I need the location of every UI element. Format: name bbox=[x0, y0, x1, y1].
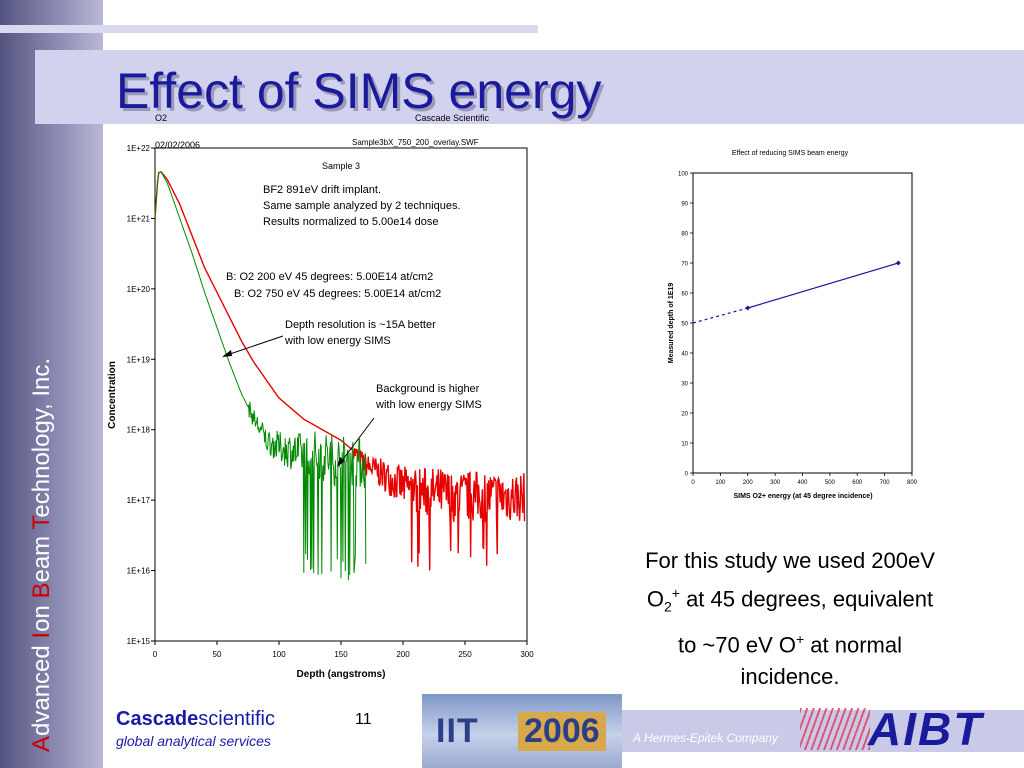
y-tick-label: 1E+16 bbox=[127, 567, 151, 576]
o2-base: O bbox=[646, 586, 664, 612]
y-tick-label: 1E+21 bbox=[127, 214, 151, 223]
title-band bbox=[35, 50, 1024, 124]
study-line-1: For this study we used 200eV bbox=[645, 548, 935, 573]
series-line-200ev bbox=[154, 171, 367, 581]
study-line-3: to ~70 eV O+ at normal bbox=[604, 623, 976, 661]
small-x-tick-label: 700 bbox=[880, 480, 891, 486]
legend-red-series: B: O2 750 eV 45 degrees: 5.00E14 at/cm2 bbox=[234, 288, 441, 300]
header-date: 02/02/2006 bbox=[155, 140, 200, 150]
small-y-tick-label: 20 bbox=[681, 412, 688, 418]
x-tick-label: 100 bbox=[272, 650, 286, 659]
brand-rest: scientific bbox=[198, 708, 275, 730]
series-line-750ev bbox=[154, 171, 526, 571]
x-tick-label: 200 bbox=[396, 650, 410, 659]
small-x-tick-label: 800 bbox=[907, 480, 918, 486]
energy-depth-chart: Effect of reducing SIMS beam energy 0 10 2… bbox=[668, 150, 918, 500]
sims-depth-chart: O2 02/02/2006 Cascade Scientific Sample3… bbox=[107, 113, 534, 680]
x-axis-label: Depth (angstroms) bbox=[297, 669, 386, 680]
iit-2006-logo: IIT 2006 bbox=[422, 694, 622, 768]
page-number: 11 bbox=[355, 711, 372, 728]
small-y-tick-label: 50 bbox=[681, 322, 688, 328]
annotation-background-line1: Background is higher bbox=[376, 383, 480, 395]
top-accent-bar bbox=[0, 25, 538, 33]
y-tick-label: 1E+17 bbox=[127, 496, 151, 505]
aibt-dots-decor bbox=[800, 708, 870, 750]
iit-logo-year: 2006 bbox=[518, 712, 606, 751]
small-x-tick-label: 100 bbox=[715, 480, 726, 486]
study-line-2-rest: at 45 degrees, equivalent bbox=[679, 586, 934, 612]
small-y-tick-label: 0 bbox=[685, 472, 689, 478]
small-y-axis-label: Measured depth of 1E19 bbox=[668, 283, 675, 364]
x-tick-label: 300 bbox=[520, 650, 534, 659]
small-x-axis-label: SIMS O2+ energy (at 45 degree incidence) bbox=[733, 493, 872, 500]
legend-green-series: B: O2 200 eV 45 degrees: 5.00E14 at/cm2 bbox=[226, 271, 433, 283]
data-point-marker bbox=[895, 260, 901, 266]
small-y-tick-label: 60 bbox=[681, 292, 688, 298]
small-y-tick-label: 80 bbox=[681, 232, 688, 238]
small-y-tick-label: 40 bbox=[681, 352, 688, 358]
study-text: For this study we used 200eV O2+ at 45 d… bbox=[604, 545, 976, 693]
arrowhead-depth bbox=[222, 350, 232, 357]
y-axis-label: Concentration bbox=[107, 361, 118, 429]
o-superscript: + bbox=[796, 630, 805, 647]
x-tick-label: 150 bbox=[334, 650, 348, 659]
sidebar-band: Advanced Ion Beam Technology, Inc. bbox=[0, 0, 103, 768]
x-axis-ticks: 0 50 100 150 200 250 300 bbox=[153, 641, 534, 659]
annotation-arrow-depth bbox=[223, 335, 284, 357]
study-line-4: incidence. bbox=[740, 664, 840, 690]
small-y-tick-label: 90 bbox=[681, 202, 688, 208]
annotation-arrow-background bbox=[337, 417, 375, 467]
measured-line bbox=[747, 262, 899, 309]
slide-title: Effect of SIMS energy bbox=[116, 63, 602, 119]
brand-tagline: global analytical services bbox=[116, 733, 271, 749]
note-line-3: Results normalized to 5.00e14 dose bbox=[263, 216, 439, 228]
x-tick-label: 50 bbox=[213, 650, 222, 659]
small-y-tick-label: 10 bbox=[681, 442, 688, 448]
small-x-tick-label: 500 bbox=[825, 480, 836, 486]
o2-subscript: 2 bbox=[663, 598, 672, 615]
small-x-tick-label: 600 bbox=[852, 480, 863, 486]
small-y-tick-label: 100 bbox=[678, 172, 689, 178]
aibt-logo: AIBT bbox=[868, 703, 984, 755]
small-y-axis-ticks: 0 10 20 30 40 50 60 70 80 90 100 bbox=[678, 172, 693, 478]
small-chart-title: Effect of reducing SIMS beam energy bbox=[732, 150, 849, 157]
header-left: O2 bbox=[155, 113, 167, 123]
iit-logo-text: IIT bbox=[436, 712, 479, 750]
series-group bbox=[154, 171, 526, 581]
header-company: Cascade Scientific bbox=[415, 113, 490, 123]
brand-bold: Cascade bbox=[116, 708, 199, 730]
small-x-axis-ticks: 0 100 200 300 400 500 600 700 800 bbox=[691, 473, 918, 486]
brand-logo: Cascadescientific bbox=[116, 708, 275, 731]
study-line-3-post: at normal bbox=[804, 632, 903, 658]
small-x-tick-label: 400 bbox=[797, 480, 808, 486]
arrowhead-background bbox=[337, 457, 345, 467]
plot-title: Sample 3 bbox=[322, 161, 360, 171]
small-x-tick-label: 0 bbox=[691, 480, 695, 486]
small-x-tick-label: 300 bbox=[770, 480, 781, 486]
y-tick-label: 1E+18 bbox=[127, 426, 151, 435]
y-tick-label: 1E+22 bbox=[127, 144, 151, 153]
small-plot-frame bbox=[692, 172, 913, 474]
annotation-background-line2: with low energy SIMS bbox=[375, 399, 482, 411]
y-tick-label: 1E+15 bbox=[127, 637, 151, 646]
y-tick-label: 1E+19 bbox=[127, 355, 151, 364]
x-tick-label: 250 bbox=[458, 650, 472, 659]
o2-superscript: + bbox=[671, 585, 680, 601]
study-line-2: O2+ at 45 degrees, equivalent bbox=[604, 577, 976, 623]
study-line-3-pre: to ~70 eV O bbox=[677, 632, 796, 658]
small-x-tick-label: 200 bbox=[743, 480, 754, 486]
annotation-depth-line2: with low energy SIMS bbox=[284, 335, 391, 347]
annotation-depth-line1: Depth resolution is ~15A better bbox=[285, 319, 436, 331]
small-series-group bbox=[692, 260, 901, 324]
hermes-epitek-text: A Hermes-Epitek Company bbox=[633, 731, 778, 745]
small-y-tick-label: 30 bbox=[681, 382, 688, 388]
x-tick-label: 0 bbox=[153, 650, 158, 659]
note-line-1: BF2 891eV drift implant. bbox=[263, 184, 381, 196]
y-tick-label: 1E+20 bbox=[127, 285, 151, 294]
note-line-2: Same sample analyzed by 2 techniques. bbox=[263, 200, 461, 212]
y-axis-ticks: 1E+15 1E+16 1E+17 1E+18 1E+19 1E+20 1E+21 1E+22 bbox=[127, 144, 155, 646]
header-file: Sample3bX_750_200_overlay.SWF bbox=[352, 138, 479, 147]
small-y-tick-label: 70 bbox=[681, 262, 688, 268]
